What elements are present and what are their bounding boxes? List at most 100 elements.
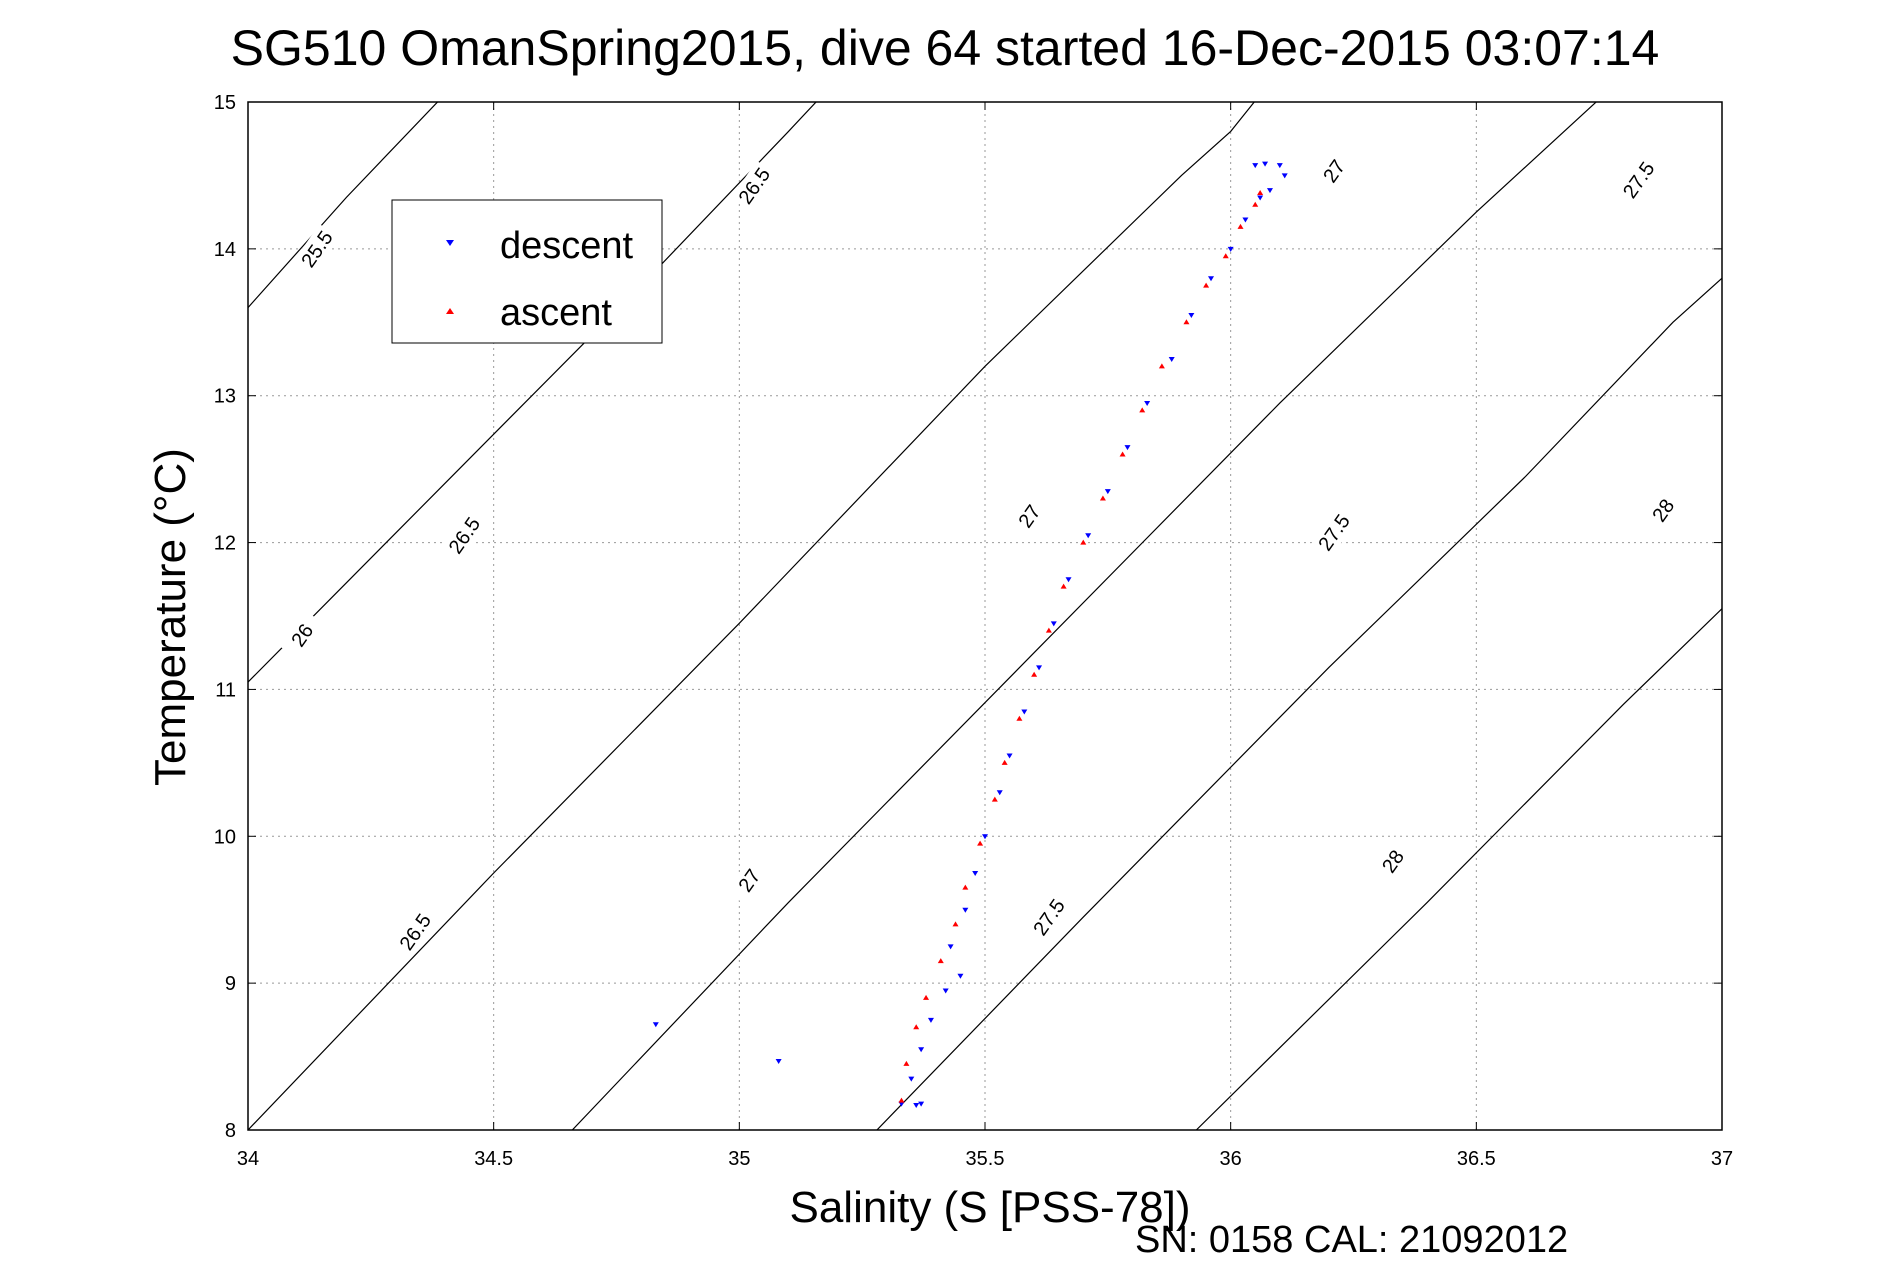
ascent-point xyxy=(1252,201,1259,207)
density-contour-26.5 xyxy=(248,102,1256,1130)
descent-point xyxy=(652,1022,659,1028)
descent-point xyxy=(982,834,988,840)
y-tick-label: 11 xyxy=(215,679,236,701)
x-tick-label: 34 xyxy=(237,1148,259,1170)
ascent-point xyxy=(1119,451,1126,457)
contour-label-background xyxy=(441,510,487,561)
descent-point xyxy=(1144,401,1151,407)
density-contour-28 xyxy=(1195,608,1722,1130)
descent-point xyxy=(957,973,964,979)
x-tick-label: 34.5 xyxy=(474,1148,513,1170)
descent-point xyxy=(1188,312,1195,318)
contour-label-background xyxy=(1640,485,1686,536)
descent-point xyxy=(942,988,949,994)
descent-point xyxy=(1242,217,1249,223)
density-contour-27.5 xyxy=(876,277,1722,1130)
y-tick-label: 10 xyxy=(214,826,236,848)
contour-label-background xyxy=(726,855,772,906)
legend-box xyxy=(391,199,663,344)
ascent-point xyxy=(1158,363,1165,369)
contour-label-background xyxy=(1370,836,1416,887)
axes-frame xyxy=(247,101,1723,1131)
ascent-point xyxy=(1183,319,1190,325)
descent-point xyxy=(1006,753,1013,759)
ascent-point xyxy=(977,840,984,846)
descent-point xyxy=(972,871,979,876)
ascent-point xyxy=(1060,583,1067,589)
descent-point xyxy=(1036,665,1043,671)
descent-point xyxy=(927,1017,934,1023)
descent-point xyxy=(1252,163,1259,169)
ascent-point xyxy=(1080,539,1087,545)
ascent-point xyxy=(1222,253,1229,259)
y-axis-label: Temperature (°C) xyxy=(146,448,195,786)
legend-ascent-label: ascent xyxy=(500,292,612,334)
descent-point xyxy=(1281,173,1288,179)
descent-point xyxy=(918,1101,925,1107)
legend-descent-label: descent xyxy=(500,225,634,267)
ascent-point xyxy=(913,1024,920,1030)
descent-point xyxy=(1124,445,1131,451)
y-tick-label: 13 xyxy=(214,386,236,408)
contour-label-background xyxy=(294,223,340,274)
descent-point xyxy=(1168,357,1175,362)
y-tick-label: 8 xyxy=(225,1120,236,1142)
legend-descent-marker xyxy=(446,240,454,246)
ascent-point xyxy=(923,994,930,1000)
ascent-point xyxy=(962,884,969,890)
chart-title: SG510 OmanSpring2015, dive 64 started 16… xyxy=(231,20,1660,76)
ascent-point xyxy=(898,1097,905,1103)
descent-point xyxy=(1266,188,1273,194)
descent-point xyxy=(1276,163,1283,169)
contour-label-background xyxy=(392,906,438,957)
descent-point xyxy=(918,1047,925,1053)
y-tick-label: 9 xyxy=(225,973,236,995)
ascent-point xyxy=(991,796,998,802)
serial-calibration-note: SN: 0158 CAL: 21092012 xyxy=(1135,1219,1568,1261)
ascent-point xyxy=(937,958,944,964)
y-tick-label: 12 xyxy=(214,533,236,555)
descent-point xyxy=(996,790,1003,796)
descent-point xyxy=(962,907,969,913)
ascent-point xyxy=(1237,223,1244,229)
contour-label-background xyxy=(1026,892,1072,942)
ascent-point xyxy=(952,921,959,927)
ascent-point xyxy=(1001,759,1008,765)
descent-point xyxy=(913,1103,920,1109)
ascent-point xyxy=(1203,282,1210,288)
contour-label-background xyxy=(1006,491,1052,542)
descent-point xyxy=(1104,489,1111,495)
density-contour-25.5 xyxy=(248,102,439,308)
x-tick-label: 36 xyxy=(1220,1148,1242,1170)
x-tick-label: 35.5 xyxy=(966,1148,1005,1170)
y-tick-label: 14 xyxy=(214,239,236,261)
ascent-point xyxy=(903,1060,910,1066)
y-tick-label: 15 xyxy=(214,92,236,114)
legend-ascent-marker xyxy=(446,308,454,314)
descent-point xyxy=(1085,533,1092,539)
ascent-point xyxy=(1139,407,1146,413)
contour-label-background xyxy=(279,610,325,660)
descent-point xyxy=(1021,709,1028,715)
contour-label-background xyxy=(1311,146,1357,196)
contour-label-background xyxy=(1311,507,1357,558)
descent-point xyxy=(1065,577,1072,583)
x-axis-label: Salinity (S [PSS-78]) xyxy=(789,1183,1190,1232)
ascent-point xyxy=(1099,495,1106,501)
x-tick-label: 36.5 xyxy=(1457,1148,1496,1170)
density-contour-27 xyxy=(571,102,1598,1130)
x-tick-label: 37 xyxy=(1711,1148,1733,1170)
contour-label-background xyxy=(1616,154,1661,205)
ascent-point xyxy=(1257,190,1264,196)
contour-label-background xyxy=(731,160,777,211)
descent-point xyxy=(908,1076,915,1082)
descent-point xyxy=(898,1101,905,1107)
descent-point xyxy=(1227,246,1234,252)
x-tick-label: 35 xyxy=(728,1148,750,1170)
ascent-point xyxy=(1031,671,1038,677)
descent-point xyxy=(775,1058,782,1064)
ascent-point xyxy=(1016,715,1023,721)
descent-point xyxy=(1208,276,1215,282)
descent-point xyxy=(1262,161,1269,167)
